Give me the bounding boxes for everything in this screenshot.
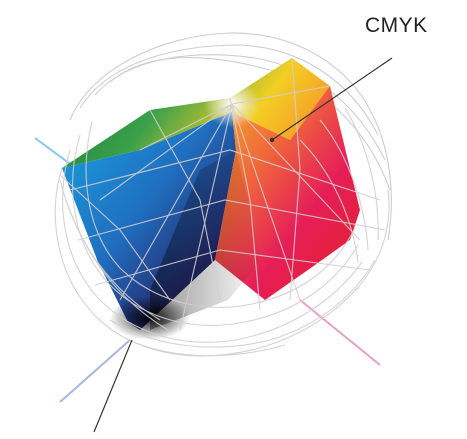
rgb-wireframe-back — [69, 32, 392, 241]
rgb-wireframe-front — [54, 57, 390, 357]
cmyk-label: CMYK — [365, 14, 428, 37]
cube-face-top — [62, 58, 330, 168]
cmyk-leader-line — [271, 57, 393, 141]
cmyk-leader-dot — [269, 137, 275, 143]
axis-line-magenta — [299, 299, 381, 366]
cube-shadow — [150, 150, 262, 330]
axis-line-blue — [59, 339, 131, 403]
rgb-leader-line — [93, 339, 133, 433]
